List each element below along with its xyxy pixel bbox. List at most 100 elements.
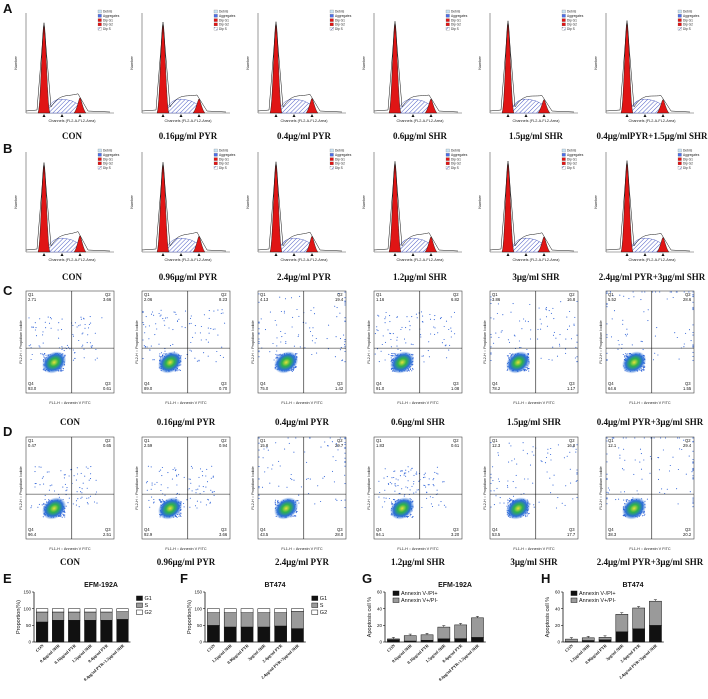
bar-annexinvpi (420, 640, 434, 643)
event-dot (428, 356, 430, 358)
marker-arrow-1 (393, 114, 397, 117)
event-dot (291, 326, 293, 328)
event-dot (150, 466, 152, 468)
q2-label: Q2 (453, 438, 459, 443)
event-dot (158, 312, 160, 315)
event-dot (294, 515, 296, 517)
marker-arrow-1 (274, 253, 278, 256)
event-dot (38, 466, 40, 468)
event-dot (150, 488, 152, 490)
event-dot (159, 315, 161, 317)
event-dot (429, 318, 432, 320)
event-dot (87, 503, 89, 505)
event-dot (510, 445, 512, 447)
event-dot (490, 353, 492, 355)
event-dot (339, 349, 341, 351)
event-dot (527, 478, 529, 480)
event-dot (572, 446, 574, 448)
event-dot (307, 477, 309, 480)
event-dot (315, 337, 317, 340)
event-dot (394, 484, 396, 486)
y-axis-label: Number (246, 56, 250, 70)
event-dot (490, 299, 492, 301)
histogram-outline (373, 21, 459, 113)
event-dot (163, 353, 165, 355)
event-dot (344, 441, 346, 444)
event-dot (657, 456, 659, 459)
legend-swatch-1 (561, 148, 566, 153)
q1-label: Q1 (608, 292, 614, 297)
event-dot (75, 504, 77, 506)
panel-label-a: A (3, 1, 13, 16)
event-dot (38, 345, 40, 347)
y-tick-label: 0 (199, 640, 202, 645)
event-dot (72, 324, 74, 326)
event-dot (497, 452, 499, 454)
q3-value: 3.20 (451, 532, 460, 537)
event-dot (151, 484, 153, 486)
y-axis-label: FL2-H :: Propidium Iodide (251, 320, 255, 363)
event-dot (280, 310, 282, 313)
event-dot (643, 514, 645, 517)
event-dot (627, 499, 629, 501)
event-dot (617, 339, 619, 342)
bar-g1 (240, 626, 254, 643)
event-dot (146, 489, 148, 491)
event-dot (208, 317, 210, 319)
event-dot (313, 307, 315, 309)
event-dot (146, 346, 148, 348)
event-dot (209, 502, 211, 504)
legend-label-4: Dip G2 (451, 23, 461, 27)
event-dot (502, 314, 504, 316)
q4-value: 92.9 (144, 532, 153, 537)
event-dot (80, 472, 82, 474)
event-dot (525, 516, 527, 518)
event-dot (569, 310, 571, 313)
event-dot (61, 370, 63, 372)
event-dot (633, 296, 635, 298)
density-core (158, 351, 183, 374)
bar-annexinvpi (403, 635, 417, 642)
event-dot (439, 318, 442, 320)
event-dot (173, 311, 175, 313)
legend-label-5: Dip S (103, 166, 111, 170)
event-dot (258, 342, 260, 344)
event-dot (384, 341, 387, 343)
q1-label: Q1 (376, 292, 382, 297)
legend-label-2: Aggregates (567, 14, 584, 18)
event-dot (608, 489, 611, 491)
event-dot (269, 482, 271, 484)
event-dot (422, 321, 424, 323)
plot-frame (605, 290, 695, 394)
legend-swatch (570, 590, 578, 596)
event-dot (624, 355, 626, 357)
event-dot (391, 502, 393, 504)
bar-s (274, 612, 287, 627)
event-dot (564, 504, 566, 506)
q4-value: 38.3 (608, 532, 617, 537)
bar-g1 (52, 620, 65, 643)
event-dot (86, 487, 88, 489)
event-dot (153, 502, 155, 504)
event-dot (413, 483, 415, 485)
bar-s (36, 611, 49, 623)
bar-chart-e: EFM-192A050100150Proportion(%)CON0.4μg/m… (16, 582, 152, 682)
event-dot (426, 497, 428, 499)
event-dot (159, 353, 161, 355)
legend-swatch-1 (677, 9, 682, 14)
event-dot (68, 475, 70, 477)
bar-g1 (291, 628, 304, 643)
event-dot (343, 334, 345, 336)
event-dot (413, 474, 415, 476)
event-dot (508, 461, 510, 463)
event-dot (559, 345, 561, 347)
event-dot (283, 312, 285, 314)
condition-caption: 1.5μg/ml SHR (507, 417, 562, 427)
q3-label: Q3 (221, 527, 227, 532)
event-dot (611, 318, 613, 320)
event-dot (529, 303, 531, 306)
marker-arrow-2 (292, 253, 296, 256)
event-dot (420, 334, 422, 336)
event-dot (421, 506, 423, 509)
condition-caption: 1.2μg/ml SHR (391, 557, 446, 567)
